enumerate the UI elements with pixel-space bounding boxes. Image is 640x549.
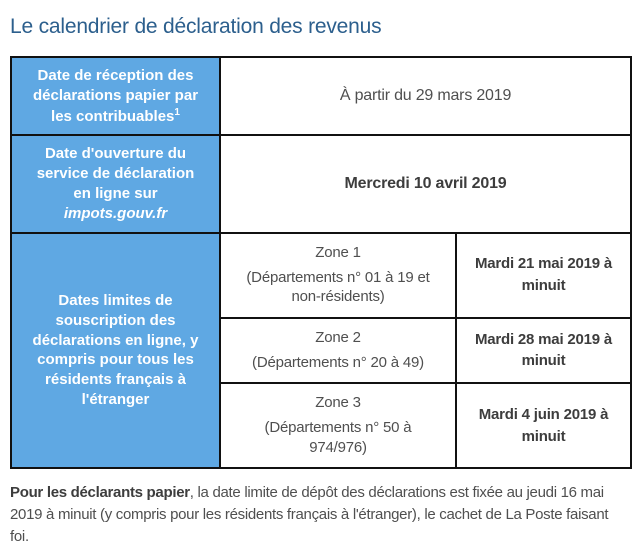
zone2-deadline-cell: Mardi 28 mai 2019 à minuit bbox=[454, 316, 633, 385]
zone3-departements: (Départements n° 50 à 974/976) bbox=[264, 419, 412, 456]
ouverture-label-cell: Date d'ouverture du service de déclarati… bbox=[10, 134, 221, 234]
zone2-cell: Zone 2 (Départements n° 20 à 49) bbox=[219, 316, 457, 385]
zone1-deadline: Mardi 21 mai 2019 à minuit bbox=[474, 255, 613, 295]
zone1-departements: (Départements n° 01 à 19 et non-résident… bbox=[246, 268, 430, 306]
zone3-deadline: Mardi 4 juin 2019 à minuit bbox=[478, 405, 609, 445]
ouverture-value-cell: Mercredi 10 avril 2019 bbox=[218, 134, 633, 234]
declaration-calendar-table: Date de réception des déclarations papie… bbox=[10, 55, 633, 470]
paper-declaration-note-lead: Pour les déclarants papier bbox=[10, 484, 190, 502]
reception-date: À partir du 29 mars 2019 bbox=[339, 87, 512, 105]
table-row: Date d'ouverture du service de déclarati… bbox=[10, 134, 633, 234]
page-title: Le calendrier de déclaration des revenus bbox=[10, 15, 382, 38]
table-row: Zone 2 (Départements n° 20 à 49) Mardi 2… bbox=[11, 316, 633, 385]
zone1-cell: Zone 1 (Départements n° 01 à 19 et non-r… bbox=[219, 231, 457, 319]
zone2-departements: (Départements n° 20 à 49) bbox=[252, 353, 424, 371]
zone3-name: Zone 3 bbox=[315, 394, 361, 412]
reception-value-cell: À partir du 29 mars 2019 bbox=[218, 55, 633, 137]
table-row: Date de réception des déclarations papie… bbox=[10, 55, 633, 137]
zone2-deadline: Mardi 28 mai 2019 à minuit bbox=[474, 330, 613, 370]
limites-label: Dates limites de souscription des déclar… bbox=[32, 291, 199, 408]
zone3-cell: Zone 3 (Départements n° 50 à 974/976) bbox=[219, 382, 457, 470]
zone2-name: Zone 2 bbox=[315, 328, 361, 346]
reception-label-cell: Date de réception des déclarations papie… bbox=[10, 55, 221, 137]
paper-declaration-note: Pour les déclarants papier, la date limi… bbox=[10, 482, 630, 549]
zone1-name: Zone 1 bbox=[315, 243, 361, 261]
ouverture-date: Mercredi 10 avril 2019 bbox=[344, 174, 507, 192]
zone3-deadline-cell: Mardi 4 juin 2019 à minuit bbox=[454, 382, 633, 470]
reception-label: Date de réception des déclarations papie… bbox=[32, 67, 199, 125]
zone1-deadline-cell: Mardi 21 mai 2019 à minuit bbox=[454, 231, 633, 319]
table-row: Zone 3 (Départements n° 50 à 974/976) Ma… bbox=[11, 382, 633, 470]
impots-gouv-fr-text: impots.gouv.fr bbox=[63, 204, 168, 222]
limites-label-cell: Dates limites de souscription des déclar… bbox=[10, 231, 221, 470]
footnote-ref: 1 bbox=[174, 106, 180, 118]
ouverture-label: Date d'ouverture du service de déclarati… bbox=[36, 145, 195, 202]
table-row: Dates limites de souscription des déclar… bbox=[10, 231, 633, 470]
